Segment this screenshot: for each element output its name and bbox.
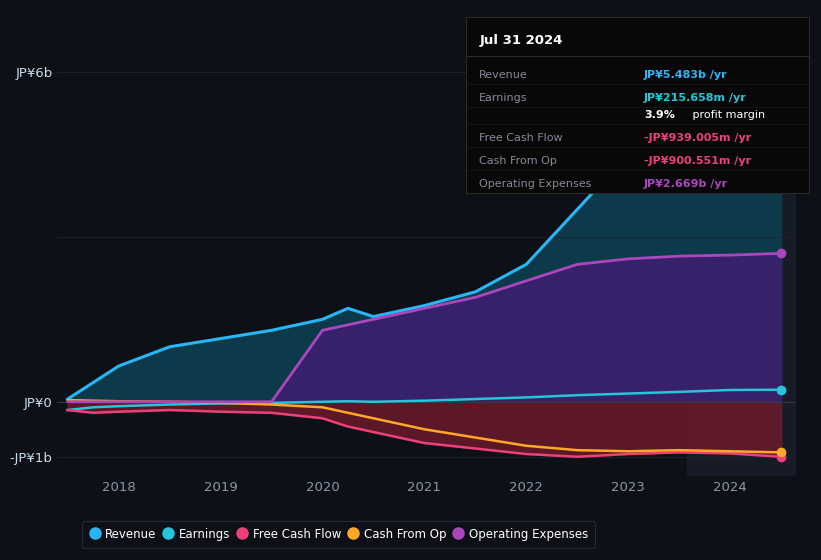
Text: -JP¥900.551m /yr: -JP¥900.551m /yr [644, 156, 751, 166]
Text: Operating Expenses: Operating Expenses [479, 179, 592, 189]
Text: profit margin: profit margin [689, 110, 764, 120]
Text: JP¥2.669b /yr: JP¥2.669b /yr [644, 179, 728, 189]
Text: Free Cash Flow: Free Cash Flow [479, 133, 563, 143]
Text: Earnings: Earnings [479, 92, 528, 102]
Text: JP¥215.658m /yr: JP¥215.658m /yr [644, 92, 747, 102]
Text: -JP¥939.005m /yr: -JP¥939.005m /yr [644, 133, 751, 143]
Text: 3.9%: 3.9% [644, 110, 675, 120]
Text: Jul 31 2024: Jul 31 2024 [479, 35, 562, 48]
Text: Revenue: Revenue [479, 70, 528, 80]
Text: JP¥5.483b /yr: JP¥5.483b /yr [644, 70, 727, 80]
Legend: Revenue, Earnings, Free Cash Flow, Cash From Op, Operating Expenses: Revenue, Earnings, Free Cash Flow, Cash … [81, 521, 595, 548]
Bar [687, 28, 817, 476]
Text: Cash From Op: Cash From Op [479, 156, 557, 166]
